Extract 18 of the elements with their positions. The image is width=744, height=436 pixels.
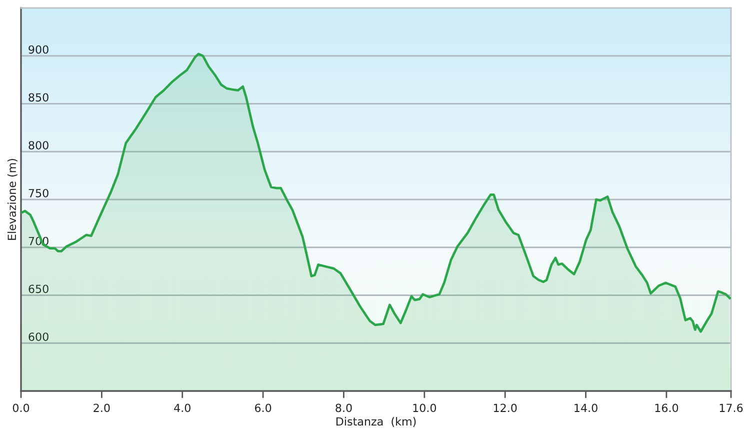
x-tick-label: 4.0 — [174, 404, 190, 412]
y-tick-label: 750 — [28, 188, 48, 198]
x-tick-label: 16.0 — [655, 404, 678, 412]
x-axis-title: Distanza (km) — [336, 417, 416, 427]
x-tick-label: 12.0 — [494, 404, 517, 412]
y-tick-label: 800 — [28, 141, 48, 150]
x-tick-label: 6.0 — [254, 404, 272, 412]
x-tick-label: 14.0 — [574, 404, 598, 412]
x-tick-label: 10.0 — [413, 404, 436, 412]
x-tick-label: 2.0 — [94, 404, 110, 412]
x-tick-label: 17.6 — [720, 404, 743, 412]
x-tick-label: 8.0 — [336, 404, 352, 412]
y-tick-label: 650 — [28, 284, 48, 294]
y-tick-label: 850 — [28, 93, 48, 102]
x-tick-label: 0.0 — [12, 404, 30, 412]
y-tick-label: 900 — [28, 45, 48, 54]
y-tick-label: 600 — [28, 332, 48, 341]
y-axis-title: Elevazione (m) — [7, 158, 18, 240]
